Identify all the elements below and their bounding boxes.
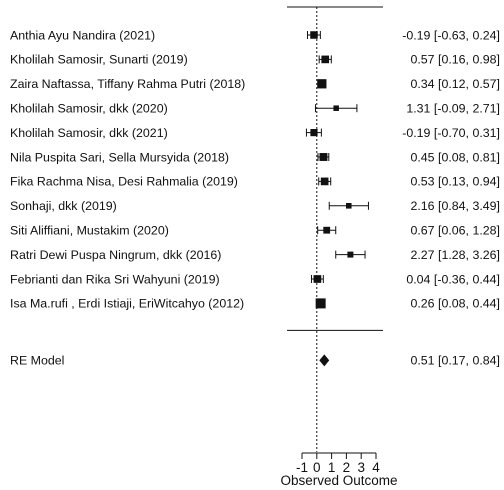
study-row: Zaira Naftassa, Tiffany Rahma Putri (201…	[10, 77, 500, 91]
effect-square	[317, 79, 327, 89]
study-row: Siti Aliffiani, Mustakim (2020) 0.67 [0.0…	[10, 224, 500, 238]
summary-ci-text: 0.51 [0.17, 0.84]	[410, 354, 500, 368]
effect-square	[319, 153, 328, 161]
study-row: Fika Rachma Nisa, Desi Rahmalia (2019) 0.…	[10, 175, 500, 189]
study-ci-text: -0.19 [-0.63, 0.24]	[402, 28, 500, 42]
study-ci-text: -0.19 [-0.70, 0.31]	[402, 126, 500, 140]
study-label: Zaira Naftassa, Tiffany Rahma Putri (201…	[10, 77, 245, 91]
effect-square	[320, 177, 329, 186]
x-axis-title: Observed Outcome	[280, 473, 397, 488]
summary-label: RE Model	[10, 354, 64, 368]
study-label: Siti Aliffiani, Mustakim (2020)	[10, 224, 169, 238]
study-label: Nila Puspita Sari, Sella Mursyida (2018)	[10, 150, 229, 164]
study-label: Kholilah Samosir, Sunarti (2019)	[10, 53, 188, 67]
study-row: Kholilah Samosir, dkk (2021) -0.19 [-0.70…	[10, 126, 500, 140]
study-ci-text: 0.34 [0.12, 0.57]	[410, 77, 500, 91]
effect-square	[315, 298, 326, 309]
study-label: Sonhaji, dkk (2019)	[10, 199, 117, 213]
study-row: Anthia Ayu Nandira (2021) -0.19 [-0.63, 0…	[10, 28, 500, 42]
x-tick-label: 3	[357, 460, 365, 475]
study-row: Ratri Dewi Puspa Ningrum, dkk (2016) 2.27…	[10, 248, 500, 262]
study-ci-text: 0.26 [0.08, 0.44]	[410, 297, 500, 311]
study-row: Kholilah Samosir, dkk (2020) 1.31 [-0.09,…	[10, 102, 500, 116]
study-ci-text: 1.31 [-0.09, 2.71]	[406, 102, 500, 116]
effect-square	[321, 55, 330, 64]
study-ci-text: 0.57 [0.16, 0.98]	[410, 53, 500, 67]
effect-square	[313, 275, 322, 283]
study-label: Anthia Ayu Nandira (2021)	[10, 28, 155, 42]
study-rows: Anthia Ayu Nandira (2021) -0.19 [-0.63, 0…	[10, 28, 500, 310]
study-ci-text: 0.53 [0.13, 0.94]	[410, 175, 500, 189]
study-ci-text: 0.45 [0.08, 0.81]	[410, 150, 500, 164]
study-label: Febrianti dan Rika Sri Wahyuni (2019)	[10, 272, 220, 286]
study-row: Isa Ma.rufi , Erdi Istiaji, EriWitcahyo …	[10, 297, 500, 311]
effect-square	[310, 31, 318, 39]
summary-row: RE Model 0.51 [0.17, 0.84]	[10, 354, 500, 368]
effect-square	[345, 203, 352, 209]
summary-diamond	[319, 354, 330, 367]
study-label: Kholilah Samosir, dkk (2020)	[10, 102, 168, 116]
effect-square	[323, 226, 331, 234]
x-tick-label: -1	[296, 460, 308, 475]
study-row: Febrianti dan Rika Sri Wahyuni (2019) 0.0…	[10, 272, 500, 286]
x-tick-label: 1	[328, 460, 336, 475]
study-ci-text: 2.16 [0.84, 3.49]	[410, 199, 500, 213]
study-label: Isa Ma.rufi , Erdi Istiaji, EriWitcahyo …	[10, 297, 244, 311]
study-label: Kholilah Samosir, dkk (2021)	[10, 126, 168, 140]
study-label: Fika Rachma Nisa, Desi Rahmalia (2019)	[10, 175, 238, 189]
x-tick-label: 2	[343, 460, 351, 475]
x-tick-label: 0	[313, 460, 321, 475]
effect-square	[347, 251, 354, 258]
effect-square	[310, 129, 318, 137]
study-label: Ratri Dewi Puspa Ningrum, dkk (2016)	[10, 248, 221, 262]
study-row: Kholilah Samosir, Sunarti (2019) 0.57 [0.…	[10, 53, 500, 67]
effect-square	[333, 105, 339, 111]
study-ci-text: 2.27 [1.28, 3.26]	[410, 248, 500, 262]
study-row: Sonhaji, dkk (2019) 2.16 [0.84, 3.49]	[10, 199, 500, 213]
x-axis: -1 0 1 2 3 4	[296, 452, 380, 475]
study-ci-text: 0.04 [-0.36, 0.44]	[406, 272, 500, 286]
plot-structure	[287, 6, 383, 452]
study-row: Nila Puspita Sari, Sella Mursyida (2018)…	[10, 150, 500, 164]
x-tick-label: 4	[372, 460, 380, 475]
study-ci-text: 0.67 [0.06, 1.28]	[410, 224, 500, 238]
